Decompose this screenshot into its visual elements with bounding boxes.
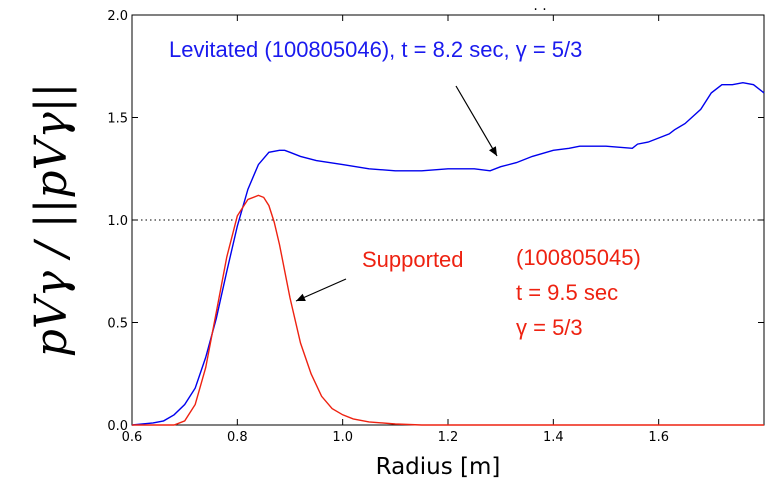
series-line-levitated	[131, 81, 765, 426]
series-group	[131, 81, 765, 426]
x-axis-ticks: 0.6 0.8 1.0 1.2 1.4 1.6	[122, 15, 669, 445]
arrow-to-supported	[295, 278, 347, 302]
y-axis-ticks: 0.0 0.5 1.0 1.5 2.0	[107, 9, 764, 434]
annotation-supported-id: (100805045)	[516, 245, 641, 270]
x-tick-label: 0.8	[227, 430, 248, 445]
x-tick-label: 1.4	[543, 430, 564, 445]
top-marker: . .	[533, 0, 546, 14]
annotation-supported-time: t = 9.5 sec	[516, 280, 618, 305]
y-tick-label: 1.0	[107, 214, 128, 229]
series-line-supported	[132, 194, 764, 426]
x-tick-label: 1.0	[332, 430, 353, 445]
y-tick-label: 1.5	[107, 112, 128, 127]
arrow-to-supported-head	[296, 293, 306, 302]
annotation-levitated: Levitated (100805046), t = 8.2 sec, γ = …	[169, 37, 582, 62]
annotation-arrows	[295, 85, 498, 302]
y-tick-label: 0.0	[107, 419, 128, 434]
y-axis-label: pVγ / ||pVγ||	[26, 83, 77, 358]
annotation-supported-gamma: γ = 5/3	[516, 315, 583, 340]
annotation-supported-label: Supported	[362, 247, 464, 272]
arrow-to-levitated	[455, 85, 498, 157]
y-tick-label: 2.0	[107, 9, 128, 24]
arrow-to-levitated-head	[488, 146, 497, 156]
x-tick-label: 0.6	[122, 430, 143, 445]
x-axis-label: Radius [m]	[376, 454, 501, 480]
y-tick-label: 0.5	[107, 317, 128, 332]
x-tick-label: 1.2	[438, 430, 459, 445]
x-tick-label: 1.6	[648, 430, 669, 445]
